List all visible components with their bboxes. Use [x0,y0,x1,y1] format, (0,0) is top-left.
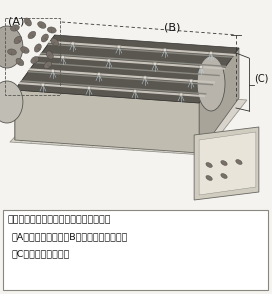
Ellipse shape [46,51,53,59]
Ellipse shape [199,66,203,69]
Ellipse shape [133,90,137,93]
Ellipse shape [221,173,227,178]
Ellipse shape [51,38,58,46]
Polygon shape [15,35,239,103]
Ellipse shape [206,163,212,168]
Ellipse shape [61,56,65,59]
Ellipse shape [11,25,19,31]
Ellipse shape [197,56,225,111]
Text: (B): (B) [164,22,181,32]
Text: 図１　低カフェイン処理機のイメージ図: 図１ 低カフェイン処理機のイメージ図 [8,215,112,224]
Polygon shape [199,132,256,195]
Ellipse shape [8,49,16,55]
Ellipse shape [189,79,193,82]
Ellipse shape [34,44,41,52]
Ellipse shape [236,160,242,164]
Ellipse shape [0,81,23,123]
Ellipse shape [41,34,48,42]
Polygon shape [194,127,259,200]
Ellipse shape [41,83,45,86]
Text: （A）生葉投入口、（B）熱水シャワー部、: （A）生葉投入口、（B）熱水シャワー部、 [12,232,128,241]
Text: （C）清水シャワー部: （C）清水シャワー部 [12,249,70,258]
Polygon shape [199,48,239,153]
Polygon shape [15,35,55,140]
Ellipse shape [38,22,46,29]
Ellipse shape [143,76,147,79]
Bar [3,210,268,290]
Ellipse shape [163,49,167,51]
Polygon shape [10,87,247,155]
Ellipse shape [16,58,24,66]
Ellipse shape [21,47,29,53]
Ellipse shape [31,56,39,64]
Ellipse shape [107,59,111,62]
Ellipse shape [206,176,212,181]
Ellipse shape [221,161,227,166]
Ellipse shape [117,45,121,48]
Ellipse shape [87,86,91,89]
Ellipse shape [153,62,157,65]
Ellipse shape [28,31,36,39]
Ellipse shape [14,36,22,44]
Ellipse shape [209,52,213,55]
Ellipse shape [71,42,75,45]
Ellipse shape [47,27,56,33]
Text: (C): (C) [254,73,268,83]
Ellipse shape [179,93,183,96]
Ellipse shape [51,69,55,73]
Ellipse shape [97,73,101,76]
Polygon shape [15,90,199,153]
Ellipse shape [0,26,23,68]
Text: (A): (A) [8,16,24,26]
Ellipse shape [24,18,32,26]
Ellipse shape [44,61,52,69]
